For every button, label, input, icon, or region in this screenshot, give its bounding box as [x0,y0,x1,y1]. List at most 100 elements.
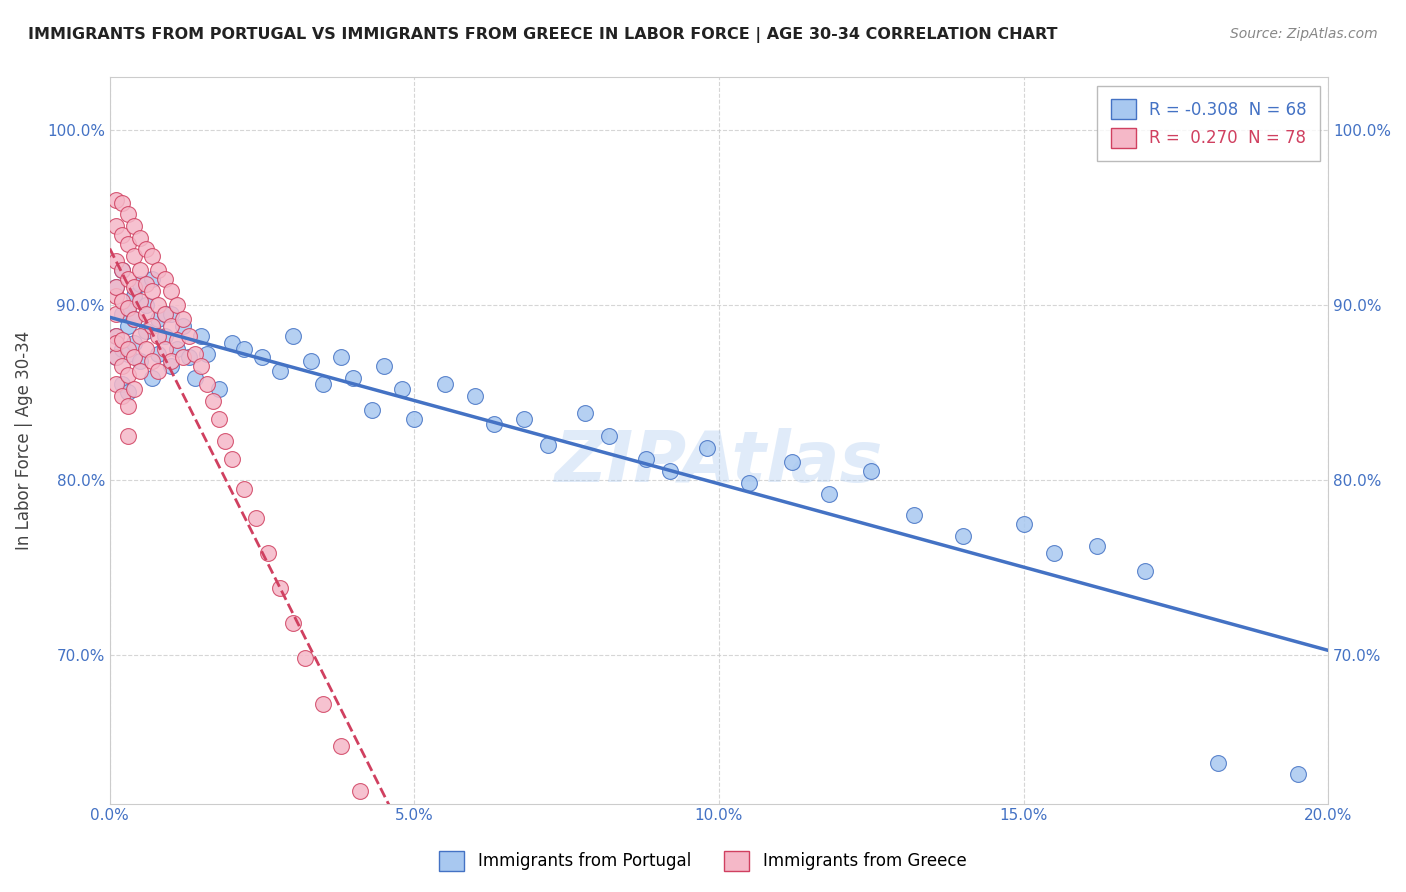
Point [141,249,163,263]
Point [104,307,127,321]
Point [159,284,181,298]
Point [122,312,145,326]
Point [281,329,304,343]
Point [117,318,139,333]
Point [634,451,657,466]
Point [1085,540,1108,554]
Point [373,359,395,373]
Text: Source: ZipAtlas.com: Source: ZipAtlas.com [1230,27,1378,41]
Point [148,347,170,361]
Point [104,336,127,351]
Point [349,784,371,798]
Point [367,826,389,840]
Point [135,242,157,256]
Text: IMMIGRANTS FROM PORTUGAL VS IMMIGRANTS FROM GREECE IN LABOR FORCE | AGE 30-34 CO: IMMIGRANTS FROM PORTUGAL VS IMMIGRANTS F… [28,27,1057,43]
Point [166,342,188,356]
Point [184,371,207,385]
Point [129,329,152,343]
Point [232,482,254,496]
Point [195,347,218,361]
Point [159,354,181,368]
Point [117,342,139,356]
Point [312,697,335,711]
Point [117,207,139,221]
Point [780,455,803,469]
Point [385,871,408,886]
Point [117,236,139,251]
Point [281,616,304,631]
Point [172,351,194,365]
Point [159,307,181,321]
Point [135,324,157,338]
Point [104,351,127,365]
Point [111,294,134,309]
Point [221,336,243,351]
Point [177,351,200,365]
Point [391,382,413,396]
Point [122,382,145,396]
Point [482,417,505,431]
Point [111,307,134,321]
Point [537,438,560,452]
Point [104,219,127,234]
Point [141,318,163,333]
Point [117,429,139,443]
Legend: Immigrants from Portugal, Immigrants from Greece: Immigrants from Portugal, Immigrants fro… [432,842,974,880]
Point [464,389,486,403]
Point [111,389,134,403]
Point [1135,564,1157,578]
Point [117,271,139,285]
Point [1012,516,1035,531]
Point [122,351,145,365]
Point [330,351,353,365]
Point [104,329,127,343]
Point [817,487,839,501]
Point [221,451,243,466]
Point [117,368,139,382]
Point [111,196,134,211]
Point [166,298,188,312]
Point [513,411,536,425]
Point [122,289,145,303]
Point [172,312,194,326]
Point [360,403,382,417]
Point [129,294,152,309]
Point [141,354,163,368]
Point [104,254,127,268]
Point [269,364,291,378]
Point [129,231,152,245]
Point [190,359,212,373]
Point [433,376,456,391]
Point [195,376,218,391]
Point [135,307,157,321]
Point [111,342,134,356]
Point [148,312,170,326]
Point [153,342,176,356]
Point [104,376,127,391]
Point [129,354,152,368]
Point [312,376,335,391]
Point [148,364,170,378]
Point [166,333,188,347]
Point [202,394,225,409]
Point [245,511,267,525]
Point [184,347,207,361]
Point [299,354,322,368]
Point [122,312,145,326]
Point [257,546,280,560]
Point [598,429,620,443]
Point [111,263,134,277]
Point [104,329,127,343]
Point [111,376,134,391]
Y-axis label: In Labor Force | Age 30-34: In Labor Force | Age 30-34 [15,331,32,550]
Text: ZIPAtlas: ZIPAtlas [555,428,883,497]
Point [111,227,134,242]
Point [111,263,134,277]
Point [1043,546,1066,560]
Point [117,347,139,361]
Point [111,359,134,373]
Point [122,219,145,234]
Point [159,318,181,333]
Point [135,342,157,356]
Point [104,280,127,294]
